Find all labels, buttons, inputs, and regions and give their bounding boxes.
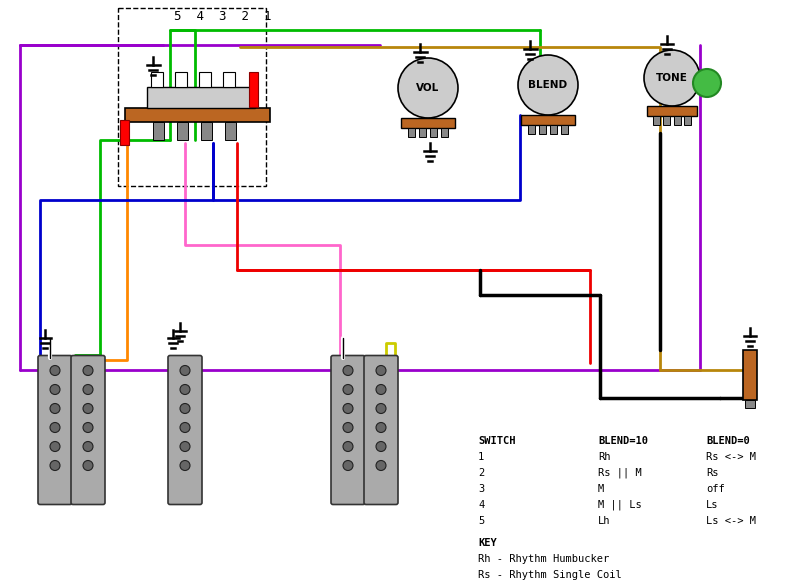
Bar — [201, 122, 212, 140]
Bar — [419, 128, 426, 137]
Bar — [125, 108, 270, 122]
Circle shape — [376, 404, 386, 414]
Text: Rs - Rhythm Single Coil: Rs - Rhythm Single Coil — [478, 570, 622, 580]
Text: SWITCH: SWITCH — [478, 436, 516, 446]
Bar — [249, 72, 258, 107]
Circle shape — [83, 460, 93, 470]
Bar — [653, 116, 660, 125]
Bar — [118, 8, 266, 186]
Text: 4: 4 — [478, 500, 484, 510]
FancyBboxPatch shape — [364, 356, 398, 504]
Circle shape — [343, 404, 353, 414]
Bar — [528, 125, 535, 134]
Bar — [674, 116, 681, 125]
Circle shape — [50, 404, 60, 414]
Text: Rh: Rh — [598, 452, 611, 462]
Circle shape — [180, 422, 190, 432]
Bar — [223, 72, 235, 87]
Text: 5  4  3  2  1: 5 4 3 2 1 — [174, 10, 272, 23]
Text: VOL: VOL — [416, 83, 440, 93]
Circle shape — [180, 366, 190, 376]
Circle shape — [50, 422, 60, 432]
Bar — [408, 128, 415, 137]
Circle shape — [343, 442, 353, 452]
Circle shape — [376, 442, 386, 452]
Bar — [120, 120, 129, 145]
Bar — [521, 115, 575, 125]
Bar — [225, 122, 236, 140]
Bar — [175, 72, 187, 87]
Bar — [684, 116, 691, 125]
Text: TONE: TONE — [656, 73, 688, 83]
Circle shape — [376, 460, 386, 470]
Text: BLEND=0: BLEND=0 — [706, 436, 750, 446]
Text: 2: 2 — [478, 468, 484, 478]
Bar — [647, 106, 697, 116]
Bar — [663, 116, 670, 125]
Circle shape — [376, 366, 386, 376]
Circle shape — [180, 404, 190, 414]
Text: KEY: KEY — [478, 538, 497, 548]
FancyBboxPatch shape — [71, 356, 105, 504]
Bar — [430, 128, 437, 137]
Circle shape — [376, 384, 386, 394]
Text: BLEND=10: BLEND=10 — [598, 436, 648, 446]
Circle shape — [50, 384, 60, 394]
Bar — [177, 122, 188, 140]
Circle shape — [644, 50, 700, 106]
Circle shape — [180, 460, 190, 470]
Text: BLEND: BLEND — [528, 80, 568, 90]
Bar — [401, 118, 455, 128]
Circle shape — [180, 384, 190, 394]
Text: Rs <-> M: Rs <-> M — [706, 452, 756, 462]
Text: off: off — [706, 484, 725, 494]
Circle shape — [83, 384, 93, 394]
Bar — [745, 400, 755, 408]
Text: M || Ls: M || Ls — [598, 500, 642, 511]
Bar — [550, 125, 557, 134]
Circle shape — [50, 366, 60, 376]
FancyBboxPatch shape — [168, 356, 202, 504]
Bar — [199, 72, 211, 87]
Circle shape — [693, 69, 721, 97]
Text: Rh - Rhythm Humbucker: Rh - Rhythm Humbucker — [478, 554, 609, 564]
Bar — [441, 128, 448, 137]
Text: Rs || M: Rs || M — [598, 468, 642, 479]
Circle shape — [343, 460, 353, 470]
FancyBboxPatch shape — [331, 356, 365, 504]
Circle shape — [398, 58, 458, 118]
Circle shape — [83, 366, 93, 376]
Circle shape — [50, 442, 60, 452]
Text: Lh: Lh — [598, 516, 611, 526]
Circle shape — [518, 55, 578, 115]
Bar — [153, 122, 164, 140]
Bar — [561, 125, 568, 134]
Circle shape — [83, 404, 93, 414]
Bar — [743, 350, 757, 400]
Circle shape — [343, 366, 353, 376]
Circle shape — [83, 442, 93, 452]
Text: 1: 1 — [478, 452, 484, 462]
Bar — [147, 87, 255, 108]
Text: M: M — [598, 484, 604, 494]
Text: Ls: Ls — [706, 500, 718, 510]
Bar — [539, 125, 546, 134]
Text: Rs: Rs — [706, 468, 718, 478]
Text: Ls <-> M: Ls <-> M — [706, 516, 756, 526]
Circle shape — [376, 422, 386, 432]
FancyBboxPatch shape — [38, 356, 72, 504]
Bar — [151, 72, 163, 87]
Text: 3: 3 — [478, 484, 484, 494]
Circle shape — [343, 422, 353, 432]
Circle shape — [180, 442, 190, 452]
Text: 5: 5 — [478, 516, 484, 526]
Circle shape — [83, 422, 93, 432]
Circle shape — [343, 384, 353, 394]
Circle shape — [50, 460, 60, 470]
